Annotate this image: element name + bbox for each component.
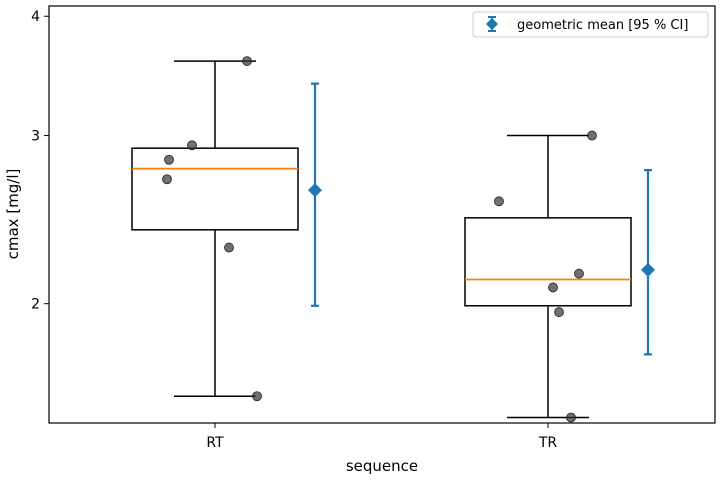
data-point-rt <box>242 56 252 66</box>
data-point-rt <box>187 140 197 151</box>
box-rt <box>131 147 299 231</box>
plot-frame <box>48 5 716 424</box>
data-point-rt <box>252 391 262 402</box>
legend-label: geometric mean [95 % CI] <box>517 18 688 33</box>
legend-diamond-icon <box>486 18 498 30</box>
legend-box <box>472 11 709 38</box>
y-tick-label-4: 4 <box>31 9 40 25</box>
ticks-layer: 2 3 4 RT TR <box>31 9 557 451</box>
legend: geometric mean [95 % CI] <box>472 11 709 38</box>
x-axis-label: sequence <box>346 457 418 475</box>
geometric-mean-marker-rt <box>308 183 322 198</box>
x-tick-label-rt: RT <box>206 435 224 451</box>
box-tr <box>464 217 632 307</box>
data-point-tr <box>548 282 558 293</box>
data-point-rt <box>164 154 174 165</box>
data-point-tr <box>587 130 597 141</box>
geometric-mean-marker-tr <box>641 262 655 277</box>
x-tick-label-tr: TR <box>538 435 558 451</box>
data-point-tr <box>554 307 564 317</box>
data-point-tr <box>566 412 576 423</box>
y-tick-label-3: 3 <box>31 129 40 145</box>
plot-layer <box>131 56 655 423</box>
data-point-tr <box>574 268 584 279</box>
y-axis-label: cmax [mg/l] <box>4 169 22 260</box>
y-tick-label-2: 2 <box>31 297 40 313</box>
data-point-rt <box>224 242 234 253</box>
data-point-tr <box>494 196 504 207</box>
data-point-rt <box>162 174 172 185</box>
